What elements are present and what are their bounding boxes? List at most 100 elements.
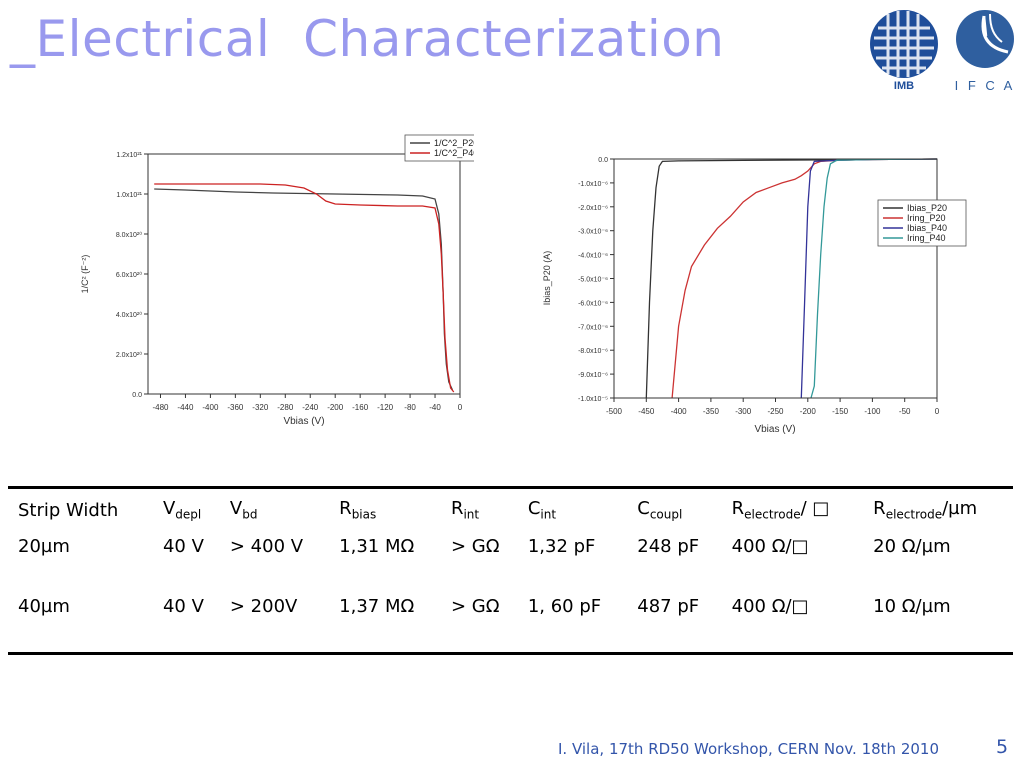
y-tick-label: -7.0x10⁻⁶ xyxy=(578,324,608,331)
header-base: R xyxy=(450,498,464,520)
y-tick-label: -2.0x10⁻⁶ xyxy=(578,205,608,212)
y-tick-label: 0.0 xyxy=(132,392,142,399)
table-cell: 1, 60 pF xyxy=(527,596,602,618)
table-cell: 400 Ω/□ xyxy=(731,536,809,557)
series-line-ibias-p20 xyxy=(645,158,938,399)
x-tick-label: -400 xyxy=(202,403,219,412)
y-tick-label: 8.0x10²⁰ xyxy=(116,231,142,239)
header-subscript: int xyxy=(540,508,557,523)
x-tick-label: -40 xyxy=(429,403,441,412)
x-axis-label: Vbias (V) xyxy=(283,416,324,427)
header-subscript: bd xyxy=(242,508,258,523)
y-tick-label: -6.0x10⁻⁶ xyxy=(578,300,608,307)
series-line-iring-p40 xyxy=(810,158,938,399)
legend-entry: Ibias_P40 xyxy=(907,223,947,233)
imb-logo-text: IMB xyxy=(894,80,914,92)
header-subscript: electrode xyxy=(885,508,943,523)
table-cell: > 400 V xyxy=(229,536,304,557)
column-header: Vdepl xyxy=(153,488,220,532)
legend-entry: 1/C^2_P40 xyxy=(434,148,474,158)
table-cell: 40µm xyxy=(18,596,70,618)
column-header: Relectrode/µm xyxy=(863,488,1013,532)
series-line-ibias-p40 xyxy=(800,158,938,399)
header-suffix: /µm xyxy=(942,498,978,520)
header-base: R xyxy=(873,498,886,520)
footer-citation: I. Vila, 17th RD50 Workshop, CERN Nov. 1… xyxy=(558,740,939,758)
x-tick-label: -360 xyxy=(227,403,244,412)
y-tick-label: -1.0x10⁻⁵ xyxy=(578,396,608,403)
series-line-iring-p20 xyxy=(671,158,938,399)
column-header: Ccoupl xyxy=(627,488,721,532)
x-axis-label: Vbias (V) xyxy=(754,424,795,435)
x-tick-label: -80 xyxy=(404,403,416,412)
plot-frame xyxy=(613,158,938,399)
ifca-logo-text: I F C A xyxy=(955,78,1016,93)
legend-entry: Iring_P40 xyxy=(907,233,946,243)
x-tick-label: 0 xyxy=(458,403,463,412)
y-tick-label: 4.0x10²⁰ xyxy=(116,311,142,319)
capacitance-chart: -480 -440 -400 -360 -320 -280 -240 -200 -160 -120… xyxy=(80,134,474,427)
y-tick-label: 0.0 xyxy=(598,157,608,164)
header-subscript: int xyxy=(463,508,480,523)
imb-logo: IMB xyxy=(870,10,938,92)
table-header-row: Strip Width Vdepl Vbd Rbias Rint Cint Ccoupl Re… xyxy=(8,487,1013,532)
header-subscript: coupl xyxy=(649,508,683,523)
table-cell: > GΩ xyxy=(450,536,500,557)
column-header: Relectrode/ □ xyxy=(722,488,864,532)
x-tick-label: -480 xyxy=(152,403,169,412)
x-tick-label: -100 xyxy=(864,407,881,416)
slide-title: _Electrical Characterization xyxy=(10,10,725,68)
x-tick-label: -500 xyxy=(606,407,623,416)
header-base: V xyxy=(229,498,243,520)
header-suffix: / □ xyxy=(800,498,830,520)
y-tick-label: -1.0x10⁻⁶ xyxy=(578,181,608,188)
table-cell: 40 V xyxy=(162,596,204,618)
header-base: Strip Width xyxy=(18,499,119,521)
legend-entry: 1/C^2_P20 xyxy=(434,138,474,148)
table-cell: 487 pF xyxy=(637,596,700,618)
characterization-table: Strip Width Vdepl Vbd Rbias Rint Cint Ccoupl Re… xyxy=(8,486,1013,655)
table-cell: 20µm xyxy=(18,536,70,557)
table-cell: 1,37 MΩ xyxy=(339,596,415,618)
table-cell: 40 V xyxy=(162,536,204,557)
current-chart: -500 -450 -400 -350 -300 -250 -200 -150 -100 -50 0… xyxy=(542,157,967,435)
x-tick-label: -120 xyxy=(377,403,394,412)
x-tick-label: -240 xyxy=(302,403,319,412)
x-tick-label: -400 xyxy=(671,407,688,416)
x-tick-label: -450 xyxy=(638,407,655,416)
x-tick-label: -350 xyxy=(703,407,720,416)
header-base: C xyxy=(527,498,541,520)
table-row: 20µm 40 V > 400 V 1,31 MΩ > GΩ 1,32 pF 248 pF 4… xyxy=(8,532,1013,562)
x-tick-label: -280 xyxy=(277,403,294,412)
ifca-logo: I F C A xyxy=(955,10,1016,93)
x-tick-label: -440 xyxy=(177,403,194,412)
x-tick-label: 0 xyxy=(935,407,940,416)
y-axis-label: Ibias_P20 (A) xyxy=(542,251,552,306)
column-header: Strip Width xyxy=(8,488,153,532)
legend-entry: Iring_P20 xyxy=(907,213,946,223)
y-tick-label: -3.0x10⁻⁶ xyxy=(578,229,608,236)
table-cell: 1,32 pF xyxy=(527,536,596,557)
header-base: V xyxy=(162,498,176,520)
y-tick-label: 1.2x10²¹ xyxy=(116,152,142,159)
x-tick-label: -250 xyxy=(767,407,784,416)
column-header: Cint xyxy=(518,488,627,532)
x-tick-label: -300 xyxy=(735,407,752,416)
series-line-1-c-2-p40 xyxy=(154,183,455,393)
x-tick-label: -160 xyxy=(352,403,369,412)
header-base: C xyxy=(637,498,650,520)
table-cell: 10 Ω/µm xyxy=(873,596,951,618)
header-base: R xyxy=(731,498,745,520)
x-tick-label: -320 xyxy=(252,403,269,412)
header-subscript: electrode xyxy=(744,508,801,523)
page-number: 5 xyxy=(996,736,1009,758)
x-tick-label: -50 xyxy=(899,407,911,416)
legend-box xyxy=(404,134,474,162)
legend-entry: Ibias_P20 xyxy=(907,203,947,213)
table-row: 40µm 40 V > 200V 1,37 MΩ > GΩ 1, 60 pF 487 pF 4… xyxy=(8,562,1013,654)
y-tick-label: -5.0x10⁻⁶ xyxy=(578,277,608,284)
column-header: Rbias xyxy=(329,488,441,532)
column-header: Vbd xyxy=(220,488,329,532)
